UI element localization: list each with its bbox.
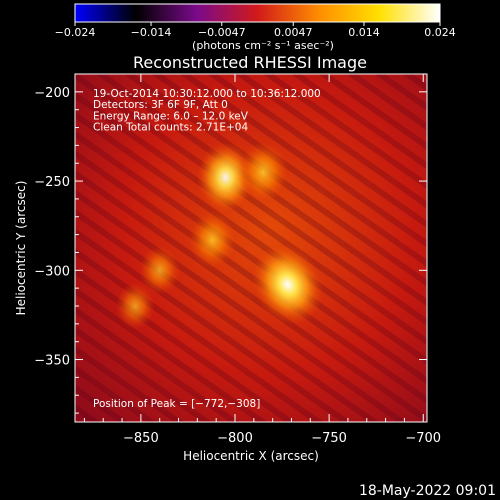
- colorbar-tick-label: −0.014: [131, 26, 172, 39]
- x-tick-label: −800: [217, 431, 253, 446]
- y-tick-label: −300: [34, 264, 70, 279]
- source-blob: [251, 244, 324, 325]
- x-tick-label: −700: [405, 431, 441, 446]
- x-axis-label: Heliocentric X (arcsec): [183, 449, 319, 463]
- info-line: Clean Total counts: 2.71E+04: [93, 122, 248, 134]
- info-line: Detectors: 3F 6F 9F, Att 0: [93, 99, 228, 111]
- colorbar-tick-label: −0.0047: [198, 26, 246, 39]
- info-line: Energy Range: 6.0 – 12.0 keV: [93, 110, 249, 122]
- heatmap-sources: [115, 140, 324, 330]
- x-axis: −850 −800 −750 −700: [83, 74, 441, 446]
- y-tick-label: −200: [34, 86, 70, 101]
- colorbar-ticks: −0.024 −0.014 −0.0047 0.0047 0.014 0.024: [55, 22, 456, 39]
- colorbar-tick-label: 0.024: [424, 26, 456, 39]
- info-line: 19-Oct-2014 10:30:12.000 to 10:36:12.000: [93, 88, 321, 100]
- heatmap-image: [75, 74, 427, 422]
- source-blob: [139, 245, 181, 295]
- y-axis: −200 −250 −300 −350: [34, 73, 427, 414]
- x-tick-label: −750: [311, 431, 347, 446]
- colorbar-tick-label: 0.014: [348, 26, 380, 39]
- heatmap-ripples: [75, 74, 427, 422]
- peak-position-label: Position of Peak = [−772,−308]: [93, 398, 260, 410]
- colorbar-tick-label: −0.024: [55, 26, 96, 39]
- info-block: 19-Oct-2014 10:30:12.000 to 10:36:12.000…: [93, 88, 321, 134]
- colorbar-tick-label: 0.0047: [274, 26, 313, 39]
- source-blob: [115, 282, 156, 330]
- colorbar-unit-label: (photons cm⁻² s⁻¹ asec⁻²): [192, 39, 334, 52]
- y-tick-label: −250: [34, 175, 70, 190]
- x-tick-label: −850: [123, 431, 159, 446]
- source-blob: [188, 210, 237, 269]
- chart-title: Reconstructed RHESSI Image: [133, 53, 367, 72]
- y-axis-label: Heliocentric Y (arcsec): [14, 181, 28, 316]
- plot-frame: [74, 73, 428, 423]
- colorbar: [74, 3, 441, 23]
- footer-date: 18-May-2022 09:01: [359, 483, 496, 499]
- source-blob: [237, 140, 289, 204]
- y-tick-label: −350: [34, 354, 70, 369]
